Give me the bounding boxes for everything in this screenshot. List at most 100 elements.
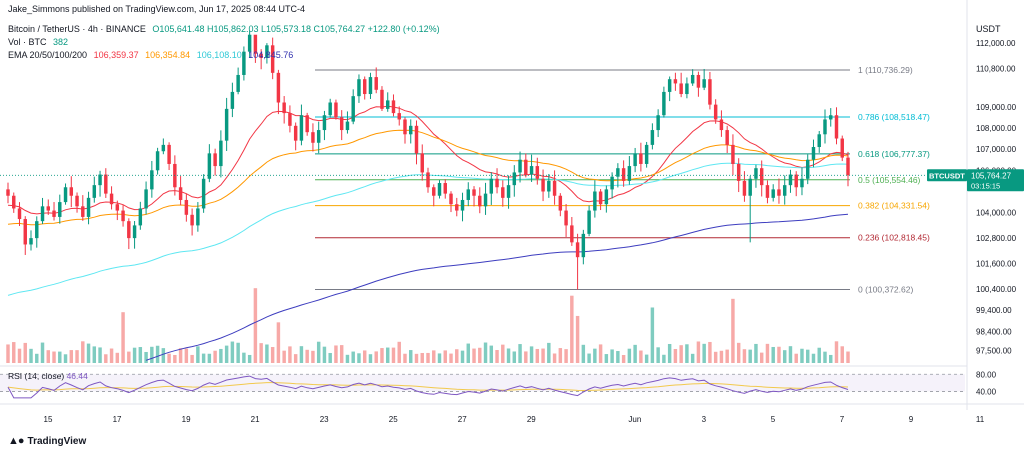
volume-bar — [242, 352, 246, 363]
candle-body — [690, 74, 695, 84]
price-tick-label: 98,400.00 — [976, 327, 1012, 336]
volume-bar — [109, 348, 114, 363]
volume-bar — [270, 347, 275, 363]
volume-bar — [305, 349, 309, 363]
candle-body — [357, 79, 361, 97]
volume-bar — [17, 348, 22, 363]
price-tick-label: 101,600.00 — [976, 260, 1017, 269]
fib-level-label: 0.236 (102,818.45) — [858, 233, 930, 243]
candle-body — [391, 100, 396, 114]
volume-bar — [639, 350, 643, 363]
fib-level-label: 0 (100,372.62) — [858, 285, 913, 295]
symbol-tag — [927, 169, 967, 182]
price-tick-label: 104,000.00 — [976, 209, 1017, 218]
volume-bar — [823, 351, 827, 363]
candle-body — [616, 168, 620, 177]
volume-bar — [650, 307, 655, 363]
candle-body — [150, 170, 154, 190]
candle-body — [414, 125, 419, 154]
candle-body — [598, 191, 603, 205]
volume-bar — [397, 341, 401, 363]
candle-body — [754, 168, 758, 179]
candle-body — [109, 193, 114, 205]
volume-bar — [506, 348, 511, 363]
volume-bar — [357, 353, 361, 363]
volume-bar — [788, 346, 793, 363]
symbol-legend[interactable]: Bitcoin / TetherUS · 4h · BINANCE O105,6… — [8, 24, 444, 34]
volume-bar — [58, 351, 62, 363]
candle-body — [794, 174, 798, 188]
candle-body — [552, 180, 557, 196]
volume-bar — [478, 347, 482, 363]
candle-body — [75, 195, 79, 207]
volume-bar — [748, 349, 752, 363]
candle-body — [58, 202, 62, 217]
candle-body — [316, 130, 321, 143]
time-tick-label: 25 — [389, 415, 398, 424]
volume-bar — [224, 345, 229, 363]
volume-bar — [207, 353, 212, 363]
volume-bar — [391, 347, 396, 363]
symbol-name[interactable]: Bitcoin / TetherUS · 4h · BINANCE — [8, 24, 146, 34]
candle-body — [495, 178, 499, 188]
candle-body — [696, 74, 701, 88]
candle-body — [121, 210, 125, 222]
candle-body — [633, 153, 637, 167]
volume-bar — [201, 353, 206, 363]
candle-body — [242, 51, 246, 75]
candle-body — [12, 195, 16, 209]
grid-lines — [0, 0, 1024, 410]
candle-body — [472, 189, 476, 196]
candle-body — [432, 187, 436, 196]
volume-legend[interactable]: Vol · BTC 382 — [8, 37, 72, 47]
volume-bar — [690, 353, 695, 363]
candle-body — [339, 117, 344, 131]
candle-body — [541, 178, 545, 192]
ema20-line — [7, 105, 849, 215]
volume-bar — [380, 348, 384, 363]
candle-body — [437, 183, 442, 196]
candle-body — [190, 214, 194, 226]
volume-bar — [829, 354, 833, 363]
rsi-band — [0, 374, 965, 392]
volume-bar — [265, 344, 269, 363]
time-tick-label: 9 — [909, 415, 914, 424]
candle-body — [253, 34, 258, 54]
candle-body — [478, 195, 482, 207]
ema200-value: 104,845.76 — [248, 50, 294, 60]
volume-bar — [184, 348, 189, 363]
volume-bar — [581, 344, 586, 363]
time-axis[interactable]: 1517192123252729Jun3579111315171921 — [44, 415, 1024, 424]
volume-bars — [6, 288, 850, 363]
candle-body — [782, 185, 787, 196]
volume-bar — [414, 353, 419, 363]
volume-bar — [472, 348, 476, 363]
candle-body — [650, 130, 655, 145]
candle-body — [610, 176, 614, 190]
rsi-line — [7, 375, 849, 399]
ema100-value: 106,108.10 — [196, 50, 242, 60]
tradingview-logo[interactable]: ▲● TradingView — [8, 435, 86, 447]
volume-bar — [196, 346, 200, 363]
candle-body — [685, 83, 689, 95]
candle-body — [426, 172, 430, 188]
volume-bar — [702, 343, 706, 363]
volume-bar — [167, 353, 171, 363]
volume-bar — [236, 342, 240, 363]
ema20-value: 106,359.37 — [93, 50, 139, 60]
volume-bar — [696, 341, 701, 363]
candle-body — [748, 178, 752, 196]
volume-bar — [512, 351, 517, 363]
volume-bar — [587, 353, 591, 363]
candle-body — [759, 168, 764, 186]
time-tick-label: 23 — [320, 415, 329, 424]
ema-legend[interactable]: EMA 20/50/100/200 106,359.37 106,354.84 … — [8, 50, 297, 60]
candle-body — [656, 115, 660, 131]
volume-bar — [811, 353, 816, 363]
candle-body — [466, 189, 470, 200]
volume-bar — [806, 349, 810, 363]
volume-bar — [219, 348, 223, 363]
volume-bar — [69, 350, 74, 363]
